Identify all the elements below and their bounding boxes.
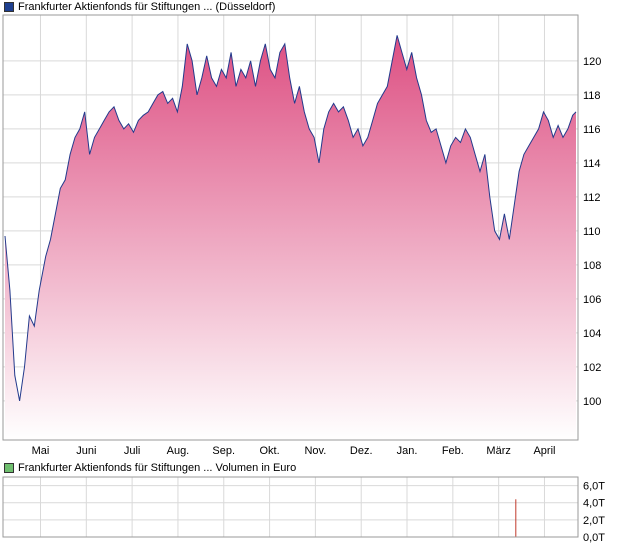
price-x-tick-label: Okt. xyxy=(259,445,279,457)
price-area xyxy=(5,35,576,441)
volume-y-tick-label: 2,0T xyxy=(583,515,605,527)
volume-grid xyxy=(3,477,578,538)
price-x-tick-label: Aug. xyxy=(167,445,190,457)
price-x-tick-label: Dez. xyxy=(350,445,373,457)
price-y-tick-label: 102 xyxy=(583,362,601,374)
volume-y-tick-label: 6,0T xyxy=(583,481,605,493)
volume-legend-label: Frankfurter Aktienfonds für Stiftungen .… xyxy=(18,462,297,474)
volume-y-axis: 0,0T 2,0T 4,0T 6,0T xyxy=(583,481,605,544)
price-y-tick-label: 104 xyxy=(583,328,601,340)
price-x-tick-label: Juni xyxy=(76,445,96,457)
volume-y-tick-label: 0,0T xyxy=(583,532,605,544)
price-y-tick-label: 114 xyxy=(583,158,601,170)
volume-legend-swatch xyxy=(4,463,14,473)
price-legend-swatch xyxy=(4,2,14,12)
price-x-tick-label: Nov. xyxy=(304,445,326,457)
price-y-tick-label: 116 xyxy=(583,124,601,136)
price-y-tick-label: 118 xyxy=(583,90,601,102)
price-x-tick-label: Sep. xyxy=(212,445,235,457)
price-y-tick-label: 112 xyxy=(583,192,601,204)
price-line xyxy=(4,35,577,401)
price-legend-label: Frankfurter Aktienfonds für Stiftungen .… xyxy=(18,1,276,13)
price-frame xyxy=(2,14,579,441)
price-y-axis: 100 102 104 106 108 110 112 114 116 118 120 xyxy=(583,56,601,408)
price-x-tick-label: April xyxy=(533,445,555,457)
price-x-tick-label: Feb. xyxy=(442,445,464,457)
price-x-tick-label: Jan. xyxy=(397,445,418,457)
volume-frame xyxy=(2,476,579,538)
price-x-tick-label: März xyxy=(486,445,510,457)
price-y-tick-label: 110 xyxy=(583,226,601,238)
price-x-tick-label: Juli xyxy=(124,445,141,457)
price-y-tick-label: 100 xyxy=(583,396,601,408)
volume-legend: Frankfurter Aktienfonds für Stiftungen .… xyxy=(4,461,296,475)
price-y-tick-label: 108 xyxy=(583,260,601,272)
volume-y-tick-label: 4,0T xyxy=(583,498,605,510)
price-y-tick-label: 106 xyxy=(583,294,601,306)
price-x-axis: Mai Juni Juli Aug. Sep. Okt. Nov. Dez. Jan. Feb. M… xyxy=(32,445,556,457)
price-legend: Frankfurter Aktienfonds für Stiftungen .… xyxy=(4,0,275,14)
price-x-tick-label: Mai xyxy=(32,445,50,457)
price-y-tick-label: 120 xyxy=(583,56,601,68)
